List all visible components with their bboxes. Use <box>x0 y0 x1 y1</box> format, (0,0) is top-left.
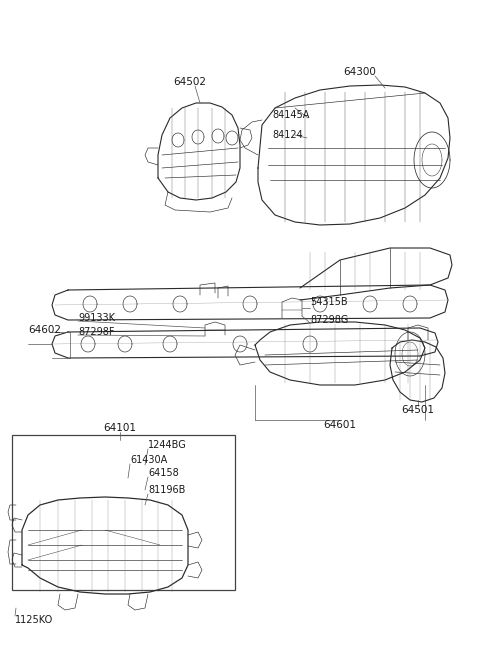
Text: 1125KO: 1125KO <box>15 615 53 625</box>
Text: 64300: 64300 <box>344 67 376 77</box>
Text: 64602: 64602 <box>28 325 61 335</box>
Text: 87298F: 87298F <box>78 327 115 337</box>
Text: 61430A: 61430A <box>130 455 167 465</box>
Text: 64501: 64501 <box>401 405 434 415</box>
Text: 1244BG: 1244BG <box>148 440 187 450</box>
Text: 81196B: 81196B <box>148 485 185 495</box>
Bar <box>12 435 235 590</box>
Text: 99133K: 99133K <box>78 313 115 323</box>
Text: 54315B: 54315B <box>310 297 348 307</box>
Text: 64502: 64502 <box>173 77 206 87</box>
Text: 87298G: 87298G <box>310 315 348 325</box>
Text: 64601: 64601 <box>324 420 357 430</box>
Text: 84145A: 84145A <box>272 110 310 120</box>
Text: 64101: 64101 <box>104 423 136 433</box>
Text: 84124: 84124 <box>272 130 303 140</box>
Text: 64158: 64158 <box>148 468 179 478</box>
